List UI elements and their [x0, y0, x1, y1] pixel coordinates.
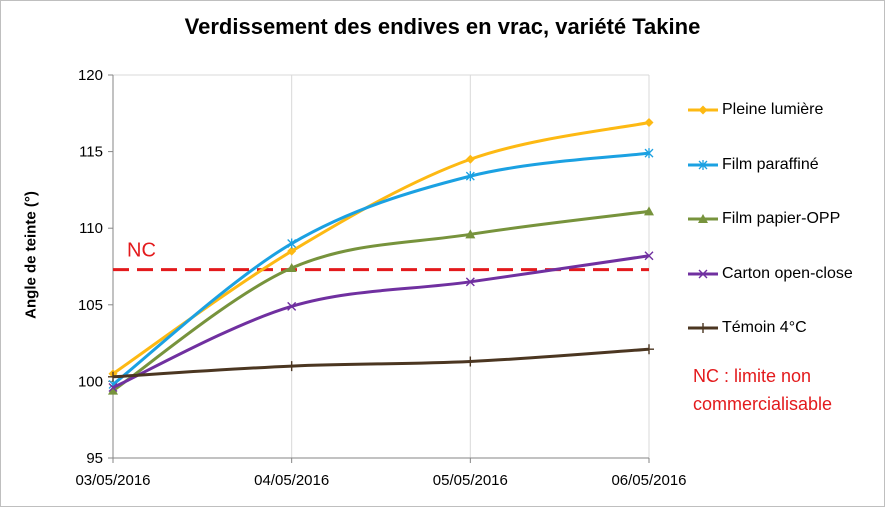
legend-swatch	[688, 214, 718, 224]
legend-swatch	[688, 159, 718, 170]
legend-marker	[698, 323, 708, 334]
y-tick-label: 100	[78, 373, 103, 390]
y-tick-label: 110	[79, 220, 103, 237]
data-point	[286, 361, 297, 372]
data-point	[465, 171, 475, 182]
data-point	[465, 154, 475, 164]
series-4	[108, 344, 654, 382]
x-tick-label: 06/05/2016	[611, 472, 686, 489]
legend-item: Film paraffiné	[686, 151, 881, 206]
nc-annotation: NC : limite non commercialisable	[693, 366, 833, 414]
series-line-2	[112, 209, 650, 392]
y-tick-label: 120	[78, 67, 103, 84]
legend-item: Témoin 4°C	[686, 314, 881, 369]
series-1	[108, 148, 654, 390]
y-tick-label: 115	[79, 144, 103, 161]
series-line-1	[112, 151, 650, 386]
data-point	[644, 117, 654, 127]
data-point	[287, 246, 297, 256]
data-point	[644, 251, 654, 261]
legend-item: Carton open-close	[686, 260, 881, 315]
series-0	[108, 117, 654, 379]
legend-swatch	[688, 269, 718, 279]
y-tick-label: 95	[86, 450, 103, 467]
data-point	[287, 301, 297, 311]
data-point	[644, 344, 654, 355]
legend-label: Film papier-OPP	[722, 210, 841, 228]
nc-reference-label: NC	[127, 240, 156, 262]
data-point	[108, 383, 118, 393]
data-point	[465, 356, 476, 367]
data-point	[287, 238, 297, 249]
x-tick-label: 05/05/2016	[433, 472, 508, 489]
legend-label: Film paraffiné	[722, 155, 819, 173]
legend-marker	[698, 105, 708, 115]
legend-item: Pleine lumière	[686, 96, 881, 151]
legend-label: Carton open-close	[722, 264, 853, 282]
legend-swatch	[688, 323, 718, 334]
x-tick-label: 04/05/2016	[254, 472, 329, 489]
y-tick-label: 105	[78, 297, 103, 314]
series-2	[108, 206, 654, 395]
data-point	[465, 229, 476, 239]
legend-marker	[698, 159, 708, 170]
data-point	[644, 206, 654, 216]
legend-marker	[698, 214, 708, 224]
chart-title: Verdissement des endives en vrac, variét…	[184, 14, 701, 39]
legend-label: Témoin 4°C	[722, 319, 807, 337]
series-3	[108, 251, 654, 393]
data-point	[108, 385, 118, 395]
data-point	[644, 148, 654, 159]
data-point	[108, 371, 118, 382]
legend: Pleine lumière Film paraffiné Film papier-…	[686, 96, 881, 369]
series-line-4	[112, 347, 650, 379]
series-line-3	[112, 254, 650, 389]
legend-swatch	[688, 105, 718, 115]
legend-item: Film papier-OPP	[686, 205, 881, 260]
x-tick-label: 03/05/2016	[75, 472, 150, 489]
data-point	[286, 263, 297, 273]
data-point	[465, 277, 475, 287]
legend-label: Pleine lumière	[722, 101, 824, 119]
legend-marker	[698, 269, 708, 279]
